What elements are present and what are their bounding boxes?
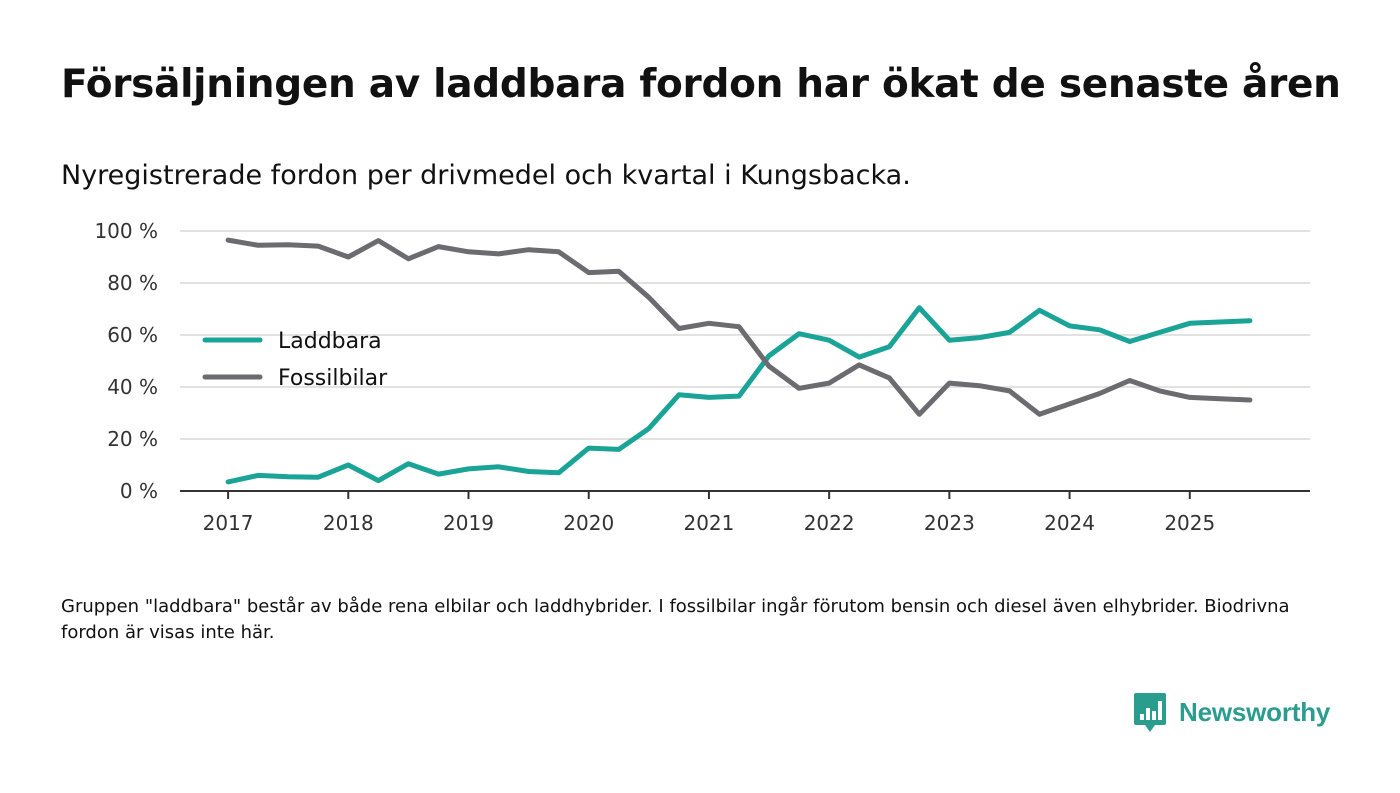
legend: Laddbara Fossilbilar [202, 329, 388, 391]
series-line-laddbara [225, 305, 1253, 485]
bar-chart-speech-bubble-icon [1134, 693, 1166, 732]
series-line-fossilbilar [225, 237, 1253, 417]
y-tick-label: 100 % [94, 219, 158, 243]
footnote: Gruppen "laddbara" består av både rena e… [61, 596, 1290, 643]
x-tick-label: 2024 [1044, 511, 1095, 535]
y-tick-label: 0 % [120, 479, 158, 503]
series-lines [225, 237, 1253, 485]
newsworthy-logo[interactable]: Newsworthy [1133, 690, 1330, 734]
line-chart: 0 % 20 % 40 % 60 % 80 % 100 % 2017 2018 2019 2020… [94, 219, 1310, 535]
x-tick-label: 2021 [683, 511, 734, 535]
x-tick-label: 2025 [1164, 511, 1215, 535]
x-tick-label: 2023 [924, 511, 975, 535]
chart-subtitle: Nyregistrerade fordon per drivmedel och … [61, 160, 911, 191]
x-tick-label: 2018 [323, 511, 374, 535]
chart-title: Försäljningen av laddbara fordon har öka… [61, 62, 1341, 107]
x-tick-label: 2017 [203, 511, 254, 535]
x-tick-label: 2019 [443, 511, 494, 535]
y-tick-label: 60 % [107, 323, 158, 347]
brand-name: Newsworthy [1179, 696, 1331, 727]
x-tick-label: 2022 [804, 511, 855, 535]
legend-label-fossilbilar: Fossilbilar [278, 366, 388, 391]
y-tick-label: 40 % [107, 375, 158, 399]
x-tick-label: 2020 [563, 511, 614, 535]
y-tick-label: 20 % [107, 427, 158, 451]
y-tick-label: 80 % [107, 271, 158, 295]
axes: 0 % 20 % 40 % 60 % 80 % 100 % 2017 2018 2019 2020… [94, 219, 1310, 535]
legend-label-laddbara: Laddbara [278, 329, 382, 354]
